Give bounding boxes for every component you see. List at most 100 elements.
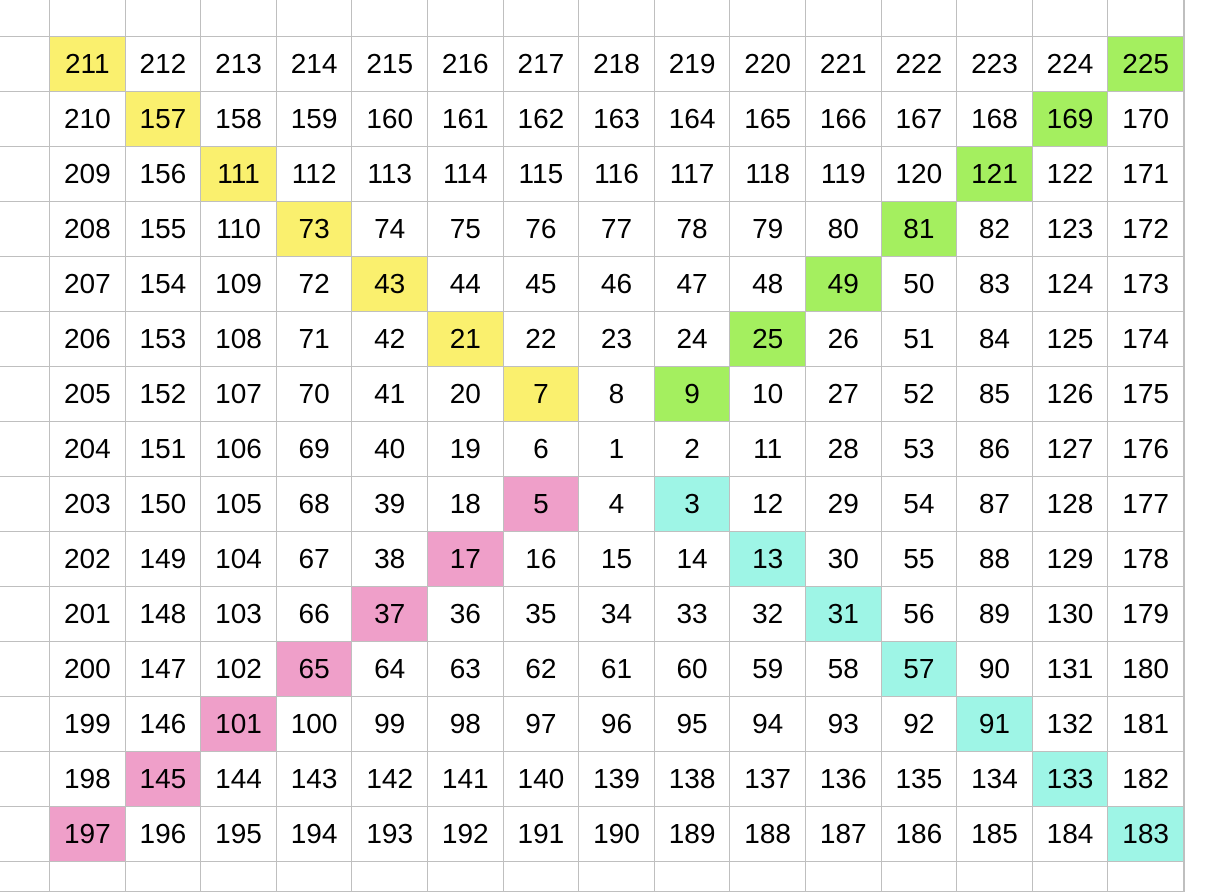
grid-cell[interactable]: 203: [50, 477, 126, 532]
grid-cell[interactable]: 33: [654, 587, 731, 642]
grid-cell[interactable]: 24: [654, 312, 731, 367]
grid-cell[interactable]: 195: [201, 807, 277, 862]
grid-cell[interactable]: 211: [50, 37, 126, 92]
grid-cell[interactable]: 102: [201, 642, 277, 697]
grid-cell[interactable]: 25: [730, 312, 806, 367]
grid-cell[interactable]: 30: [805, 532, 882, 587]
grid-cell[interactable]: 116: [579, 147, 655, 202]
grid-cell[interactable]: 128: [1032, 477, 1109, 532]
grid-cell[interactable]: 148: [125, 587, 202, 642]
grid-cell[interactable]: 217: [503, 37, 580, 92]
empty-cell[interactable]: [0, 697, 50, 752]
grid-cell[interactable]: 9: [654, 367, 731, 422]
grid-cell[interactable]: 188: [730, 807, 806, 862]
empty-cell[interactable]: [0, 92, 50, 147]
grid-cell[interactable]: 59: [730, 642, 806, 697]
grid-cell[interactable]: 212: [125, 37, 202, 92]
grid-cell[interactable]: 182: [1108, 752, 1184, 807]
empty-cell[interactable]: [1183, 37, 1185, 92]
grid-cell[interactable]: 216: [427, 37, 504, 92]
grid-cell[interactable]: 222: [881, 37, 958, 92]
grid-cell[interactable]: 36: [427, 587, 504, 642]
grid-cell[interactable]: 165: [730, 92, 806, 147]
grid-cell[interactable]: 166: [805, 92, 882, 147]
empty-cell[interactable]: [276, 862, 353, 892]
grid-cell[interactable]: 171: [1108, 147, 1184, 202]
grid-cell[interactable]: 175: [1108, 367, 1184, 422]
grid-cell[interactable]: 57: [881, 642, 958, 697]
grid-cell[interactable]: 82: [957, 202, 1033, 257]
grid-cell[interactable]: 11: [730, 422, 806, 477]
grid-cell[interactable]: 68: [276, 477, 353, 532]
grid-cell[interactable]: 49: [805, 257, 882, 312]
grid-cell[interactable]: 101: [201, 697, 277, 752]
grid-cell[interactable]: 50: [881, 257, 958, 312]
grid-cell[interactable]: 172: [1108, 202, 1184, 257]
grid-cell[interactable]: 105: [201, 477, 277, 532]
grid-cell[interactable]: 67: [276, 532, 353, 587]
grid-cell[interactable]: 215: [352, 37, 428, 92]
grid-cell[interactable]: 10: [730, 367, 806, 422]
empty-cell[interactable]: [1183, 477, 1185, 532]
grid-cell[interactable]: 199: [50, 697, 126, 752]
empty-cell[interactable]: [1183, 367, 1185, 422]
grid-cell[interactable]: 18: [427, 477, 504, 532]
grid-cell[interactable]: 163: [579, 92, 655, 147]
grid-cell[interactable]: 177: [1108, 477, 1184, 532]
empty-cell[interactable]: [0, 257, 50, 312]
grid-cell[interactable]: 159: [276, 92, 353, 147]
grid-cell[interactable]: 34: [579, 587, 655, 642]
grid-cell[interactable]: 179: [1108, 587, 1184, 642]
grid-cell[interactable]: 99: [352, 697, 428, 752]
grid-cell[interactable]: 225: [1108, 37, 1184, 92]
grid-cell[interactable]: 93: [805, 697, 882, 752]
grid-cell[interactable]: 221: [805, 37, 882, 92]
grid-cell[interactable]: 156: [125, 147, 202, 202]
grid-cell[interactable]: 157: [125, 92, 202, 147]
grid-cell[interactable]: 13: [730, 532, 806, 587]
grid-cell[interactable]: 198: [50, 752, 126, 807]
grid-cell[interactable]: 223: [957, 37, 1033, 92]
grid-cell[interactable]: 218: [579, 37, 655, 92]
grid-cell[interactable]: 145: [125, 752, 202, 807]
grid-cell[interactable]: 90: [957, 642, 1033, 697]
grid-cell[interactable]: 58: [805, 642, 882, 697]
grid-cell[interactable]: 169: [1032, 92, 1109, 147]
grid-cell[interactable]: 114: [427, 147, 504, 202]
grid-cell[interactable]: 69: [276, 422, 353, 477]
grid-cell[interactable]: 132: [1032, 697, 1109, 752]
grid-cell[interactable]: 129: [1032, 532, 1109, 587]
empty-cell[interactable]: [1183, 312, 1185, 367]
grid-cell[interactable]: 79: [730, 202, 806, 257]
grid-cell[interactable]: 83: [957, 257, 1033, 312]
grid-cell[interactable]: 173: [1108, 257, 1184, 312]
grid-cell[interactable]: 2: [654, 422, 731, 477]
empty-cell[interactable]: [427, 862, 504, 892]
grid-cell[interactable]: 35: [503, 587, 580, 642]
grid-cell[interactable]: 135: [881, 752, 958, 807]
grid-cell[interactable]: 117: [654, 147, 731, 202]
grid-cell[interactable]: 38: [352, 532, 428, 587]
grid-cell[interactable]: 22: [503, 312, 580, 367]
empty-cell[interactable]: [1108, 862, 1184, 892]
empty-cell[interactable]: [1183, 532, 1185, 587]
grid-cell[interactable]: 147: [125, 642, 202, 697]
grid-cell[interactable]: 209: [50, 147, 126, 202]
grid-cell[interactable]: 122: [1032, 147, 1109, 202]
grid-cell[interactable]: 17: [427, 532, 504, 587]
grid-cell[interactable]: 16: [503, 532, 580, 587]
grid-cell[interactable]: 71: [276, 312, 353, 367]
grid-cell[interactable]: 84: [957, 312, 1033, 367]
empty-cell[interactable]: [1183, 0, 1185, 37]
grid-cell[interactable]: 91: [957, 697, 1033, 752]
grid-cell[interactable]: 136: [805, 752, 882, 807]
grid-cell[interactable]: 75: [427, 202, 504, 257]
grid-cell[interactable]: 164: [654, 92, 731, 147]
grid-cell[interactable]: 46: [579, 257, 655, 312]
grid-cell[interactable]: 73: [276, 202, 353, 257]
grid-cell[interactable]: 174: [1108, 312, 1184, 367]
empty-cell[interactable]: [352, 0, 428, 37]
grid-cell[interactable]: 100: [276, 697, 353, 752]
empty-cell[interactable]: [805, 0, 882, 37]
grid-cell[interactable]: 196: [125, 807, 202, 862]
